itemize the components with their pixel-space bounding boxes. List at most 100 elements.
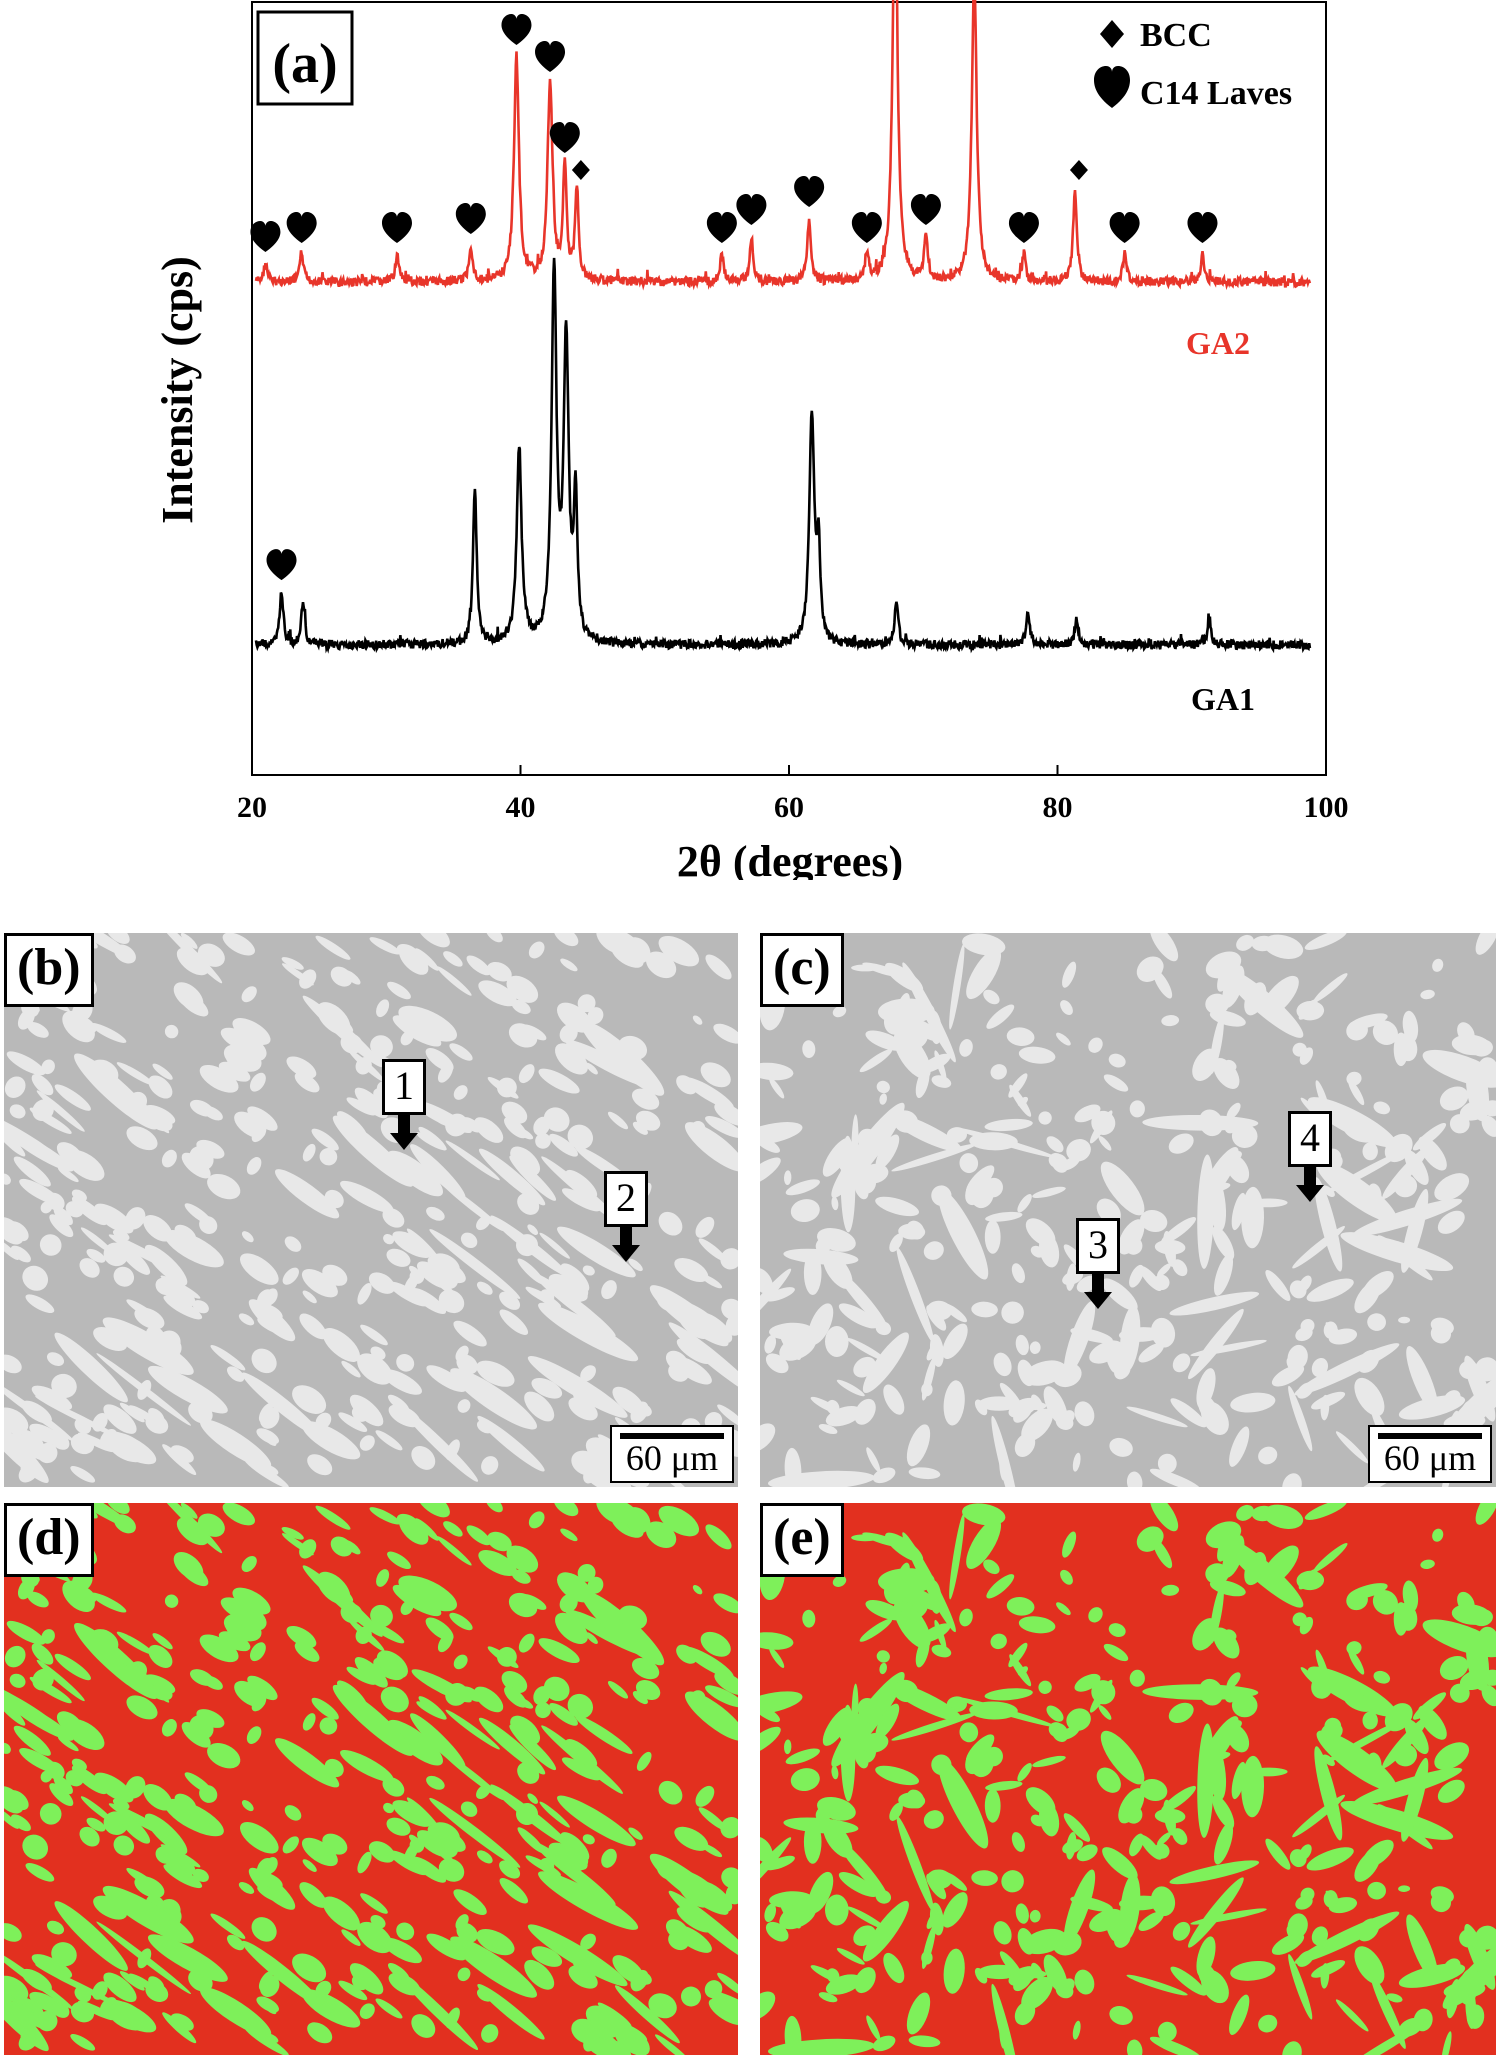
phase-grain [516, 1234, 538, 1257]
phase-grain [199, 1216, 218, 1235]
phase-grain [4, 1239, 19, 1260]
phase-grain [1124, 1236, 1143, 1255]
phase-grain [557, 1226, 636, 1278]
phase-grain [199, 1987, 272, 2037]
phase-grain [866, 1447, 881, 1473]
phase-grain [571, 1883, 599, 1902]
phase-grain [178, 1560, 209, 1587]
phase-grain [369, 1507, 401, 1525]
phase-grain [565, 1739, 598, 1768]
scale-bar-label: 60 μm [625, 1438, 719, 1479]
phase-grain [822, 1707, 852, 1746]
phase-grain [1434, 1742, 1470, 1770]
marker-3-label: 3 [1076, 1218, 1120, 1274]
phase-grain [714, 1102, 738, 1126]
phase-grain [926, 1910, 939, 1930]
phase-grain [1172, 1353, 1191, 1373]
phase-grain [1412, 1692, 1447, 1720]
phase-grain [80, 1227, 114, 1255]
phase-grain [1161, 1584, 1180, 1596]
phase-grain [126, 1695, 158, 1720]
phase-grain [524, 1391, 555, 1422]
phase-grain [626, 947, 646, 963]
phase-grain [1314, 1177, 1343, 1272]
phase-grain [246, 1157, 262, 1175]
phase-grain [521, 1024, 547, 1041]
phase-grain [449, 1612, 473, 1631]
phase-grain [1260, 1545, 1299, 1588]
phase-grain [583, 2031, 600, 2052]
phase-grain [510, 1146, 541, 1176]
phase-grain [241, 1800, 254, 1812]
phase-grain [453, 1889, 487, 1915]
phase-grain [222, 933, 255, 956]
phase-grain [1401, 1189, 1429, 1273]
phase-grain [450, 1368, 538, 1430]
phase-grain [1439, 1086, 1469, 1111]
phase-grain [983, 989, 1000, 1005]
phase-grain [635, 1110, 661, 1131]
phase-grain [628, 1827, 643, 1840]
phase-grain [1066, 1139, 1091, 1162]
phase-grain [807, 1303, 834, 1345]
phase-grain [286, 1056, 317, 1079]
dendrite-texture [760, 933, 1496, 1487]
phase-grain [527, 1224, 538, 1235]
phase-grain [783, 1170, 792, 1185]
phase-grain [239, 1822, 279, 1854]
phase-grain [684, 1691, 738, 1741]
series-label-ga1: GA1 [1191, 681, 1255, 717]
phase-grain [779, 1333, 817, 1361]
dendrite-texture [4, 933, 738, 1487]
phase-grain [769, 1077, 785, 1099]
phase-grain [274, 1738, 340, 1788]
phase-grain [7, 1221, 29, 1242]
phase-grain [351, 1975, 368, 1991]
phase-grain [906, 1424, 931, 1467]
phase-grain [57, 1736, 79, 1752]
phase-grain [538, 1638, 580, 1664]
phase-grain [416, 933, 450, 948]
phase-grain [148, 1976, 165, 1992]
phase-grain [614, 1985, 680, 2044]
phase-grain [851, 1683, 859, 1745]
phase-grain [959, 1608, 973, 1627]
phase-grain [1018, 1046, 1056, 1064]
phase-grain [102, 1430, 157, 1465]
phase-grain [760, 1836, 773, 1863]
phase-grain [396, 1922, 415, 1941]
phase-grain [478, 1717, 546, 1775]
phase-grain [107, 1089, 132, 1103]
phase-grain [524, 1959, 555, 1990]
phase-grain [226, 1625, 242, 1638]
phase-grain [1062, 1270, 1084, 1286]
phase-grain [35, 1964, 121, 2007]
phase-grain [971, 1301, 998, 1318]
phase-grain [559, 1024, 578, 1043]
phase-grain [437, 1063, 454, 1083]
phase-grain [6, 1620, 46, 1645]
phase-grain [658, 1211, 683, 1236]
phase-grain [1343, 1122, 1374, 1143]
phase-grain [1198, 1955, 1211, 1970]
phase-grain [725, 1882, 738, 1905]
phase-grain [847, 1906, 887, 1930]
phase-grain [302, 995, 383, 1068]
phase-grain [915, 1590, 938, 1611]
phase-grain [31, 1385, 73, 1411]
phase-grain [70, 2001, 95, 2023]
phase-grain [1029, 1909, 1041, 1923]
phase-grain [1126, 1471, 1143, 1487]
phase-grain [993, 1352, 1012, 1377]
phase-grain [499, 1860, 521, 1879]
phase-grain [1295, 1326, 1313, 1342]
phase-grain [398, 1575, 458, 1612]
phase-grain [601, 1280, 617, 1300]
phase-grain [93, 1895, 128, 1920]
phase-grain [1439, 1655, 1469, 1681]
phase-grain [22, 1265, 49, 1291]
phase-grain [705, 954, 732, 980]
phase-grain [360, 1324, 388, 1346]
phase-grain [1136, 956, 1164, 982]
phase-grain [125, 1207, 146, 1230]
